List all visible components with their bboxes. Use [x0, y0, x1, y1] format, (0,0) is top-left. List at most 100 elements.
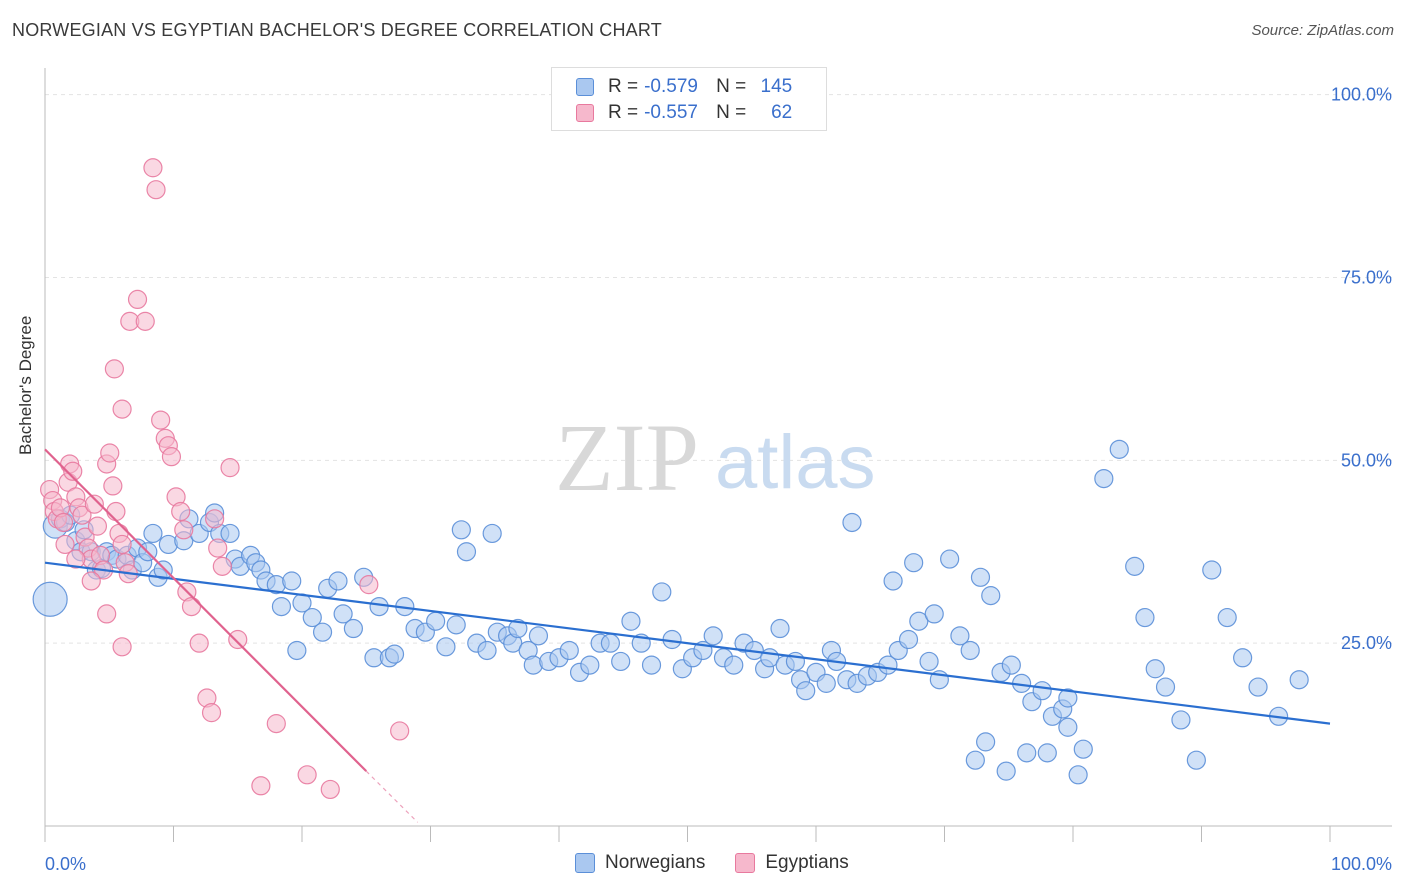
chart-title: NORWEGIAN VS EGYPTIAN BACHELOR'S DEGREE …	[12, 20, 662, 40]
norwegian-point	[1109, 439, 1129, 459]
y-tick-label: 75.0%	[1341, 267, 1392, 287]
norwegian-point	[143, 523, 163, 544]
egyptians-trend-line	[44, 448, 368, 772]
norwegian-point	[621, 611, 641, 631]
egyptian-point	[228, 629, 248, 650]
norwegian-point	[970, 567, 991, 587]
norwegian-point	[919, 651, 939, 672]
y-axis-label: Bachelor's Degree	[16, 315, 35, 455]
axes	[44, 68, 1392, 842]
norwegian-point	[426, 611, 446, 631]
egyptian-point	[251, 776, 271, 796]
legend-r-label: R =	[608, 76, 639, 97]
norwegian-point	[1001, 655, 1021, 675]
norwegian-point	[580, 655, 600, 675]
norwegian-point	[153, 560, 173, 580]
egyptian-point	[100, 443, 120, 463]
egyptian-point	[106, 501, 126, 522]
norwegian-point	[898, 629, 919, 650]
y-tick-label: 25.0%	[1341, 633, 1392, 653]
norwegian-point	[302, 607, 322, 628]
y-tick-label: 50.0%	[1341, 450, 1392, 470]
norwegian-point	[32, 581, 68, 617]
norwegian-point	[842, 512, 862, 533]
legend-n-label: N =	[716, 102, 747, 123]
correlation-legend: R = -0.579 N = 145 R = -0.557 N = 62	[551, 67, 827, 131]
norwegian-point	[1058, 688, 1078, 708]
egyptian-point	[127, 289, 148, 310]
norwegian-point	[287, 640, 307, 661]
egyptian-point	[81, 571, 101, 591]
norwegian-point	[1155, 677, 1176, 697]
egyptian-point	[135, 311, 155, 331]
norwegians-trend-line	[44, 561, 1331, 725]
legend-label-egyptians: Egyptians	[765, 852, 849, 873]
egyptians-swatch	[576, 104, 594, 122]
norwegians-swatch	[576, 78, 594, 96]
norwegian-point	[816, 673, 836, 693]
norwegians-legend-swatch	[575, 853, 595, 873]
legend-r-label: R =	[608, 102, 639, 123]
norwegian-point	[436, 637, 456, 657]
norwegian-point	[770, 618, 790, 639]
egyptian-point	[189, 633, 209, 653]
norwegian-point	[904, 553, 924, 573]
egyptians-points	[40, 158, 410, 800]
egyptian-point	[66, 549, 86, 569]
egyptian-point	[181, 596, 202, 617]
egyptian-point	[359, 575, 379, 595]
norwegian-point	[1017, 743, 1037, 763]
egyptian-point	[55, 534, 75, 555]
egyptian-point	[112, 399, 132, 419]
norwegian-point	[1135, 607, 1155, 628]
egyptian-point	[97, 604, 117, 624]
x-tick-label: 0.0%	[45, 854, 86, 874]
series-legend: Norwegians Egyptians	[575, 852, 879, 874]
egyptian-point	[84, 494, 104, 514]
norwegian-point	[446, 615, 466, 635]
egyptian-point	[390, 721, 410, 741]
norwegian-point	[950, 626, 970, 646]
egyptian-point	[266, 714, 286, 734]
norwegian-point	[1217, 607, 1237, 628]
x-tick-label: 100.0%	[1331, 854, 1392, 874]
norwegian-point	[328, 571, 348, 591]
egyptian-point	[208, 538, 228, 558]
norwegian-point	[600, 633, 621, 653]
watermark-zip: ZIP	[555, 404, 699, 511]
norwegian-point	[482, 523, 502, 544]
norwegian-point	[981, 586, 1001, 606]
legend-n-value: 145	[760, 76, 793, 97]
egyptian-point	[146, 180, 166, 200]
norwegian-point	[1073, 739, 1093, 759]
norwegian-point	[384, 644, 405, 664]
egyptian-point	[220, 458, 240, 478]
norwegian-point	[528, 626, 549, 646]
norwegian-point	[343, 618, 363, 639]
egyptian-point	[87, 516, 108, 536]
trend-lines	[44, 448, 1331, 823]
legend-n-label: N =	[716, 76, 747, 97]
norwegian-point	[1094, 468, 1114, 489]
legend-r-value: -0.557	[644, 102, 698, 123]
egyptian-point	[53, 512, 74, 533]
egyptian-point	[297, 765, 317, 785]
y-tick-label: 100.0%	[1331, 85, 1392, 105]
egyptian-point	[151, 410, 171, 430]
norwegian-point	[456, 542, 477, 562]
norwegian-point	[976, 732, 996, 752]
legend-row-norwegians: R = -0.579 N = 145	[576, 75, 792, 99]
norwegian-point	[965, 750, 985, 770]
legend-label-norwegians: Norwegians	[605, 852, 706, 873]
norwegian-point	[220, 523, 240, 544]
norwegian-point	[703, 626, 723, 646]
egyptian-point	[72, 505, 92, 525]
norwegian-point	[1145, 659, 1165, 679]
norwegian-point	[1032, 681, 1052, 701]
egyptian-point	[174, 520, 194, 540]
norwegian-point	[960, 640, 980, 661]
norwegian-point	[652, 582, 672, 602]
egyptian-point	[205, 509, 225, 529]
egyptian-point	[63, 461, 83, 481]
